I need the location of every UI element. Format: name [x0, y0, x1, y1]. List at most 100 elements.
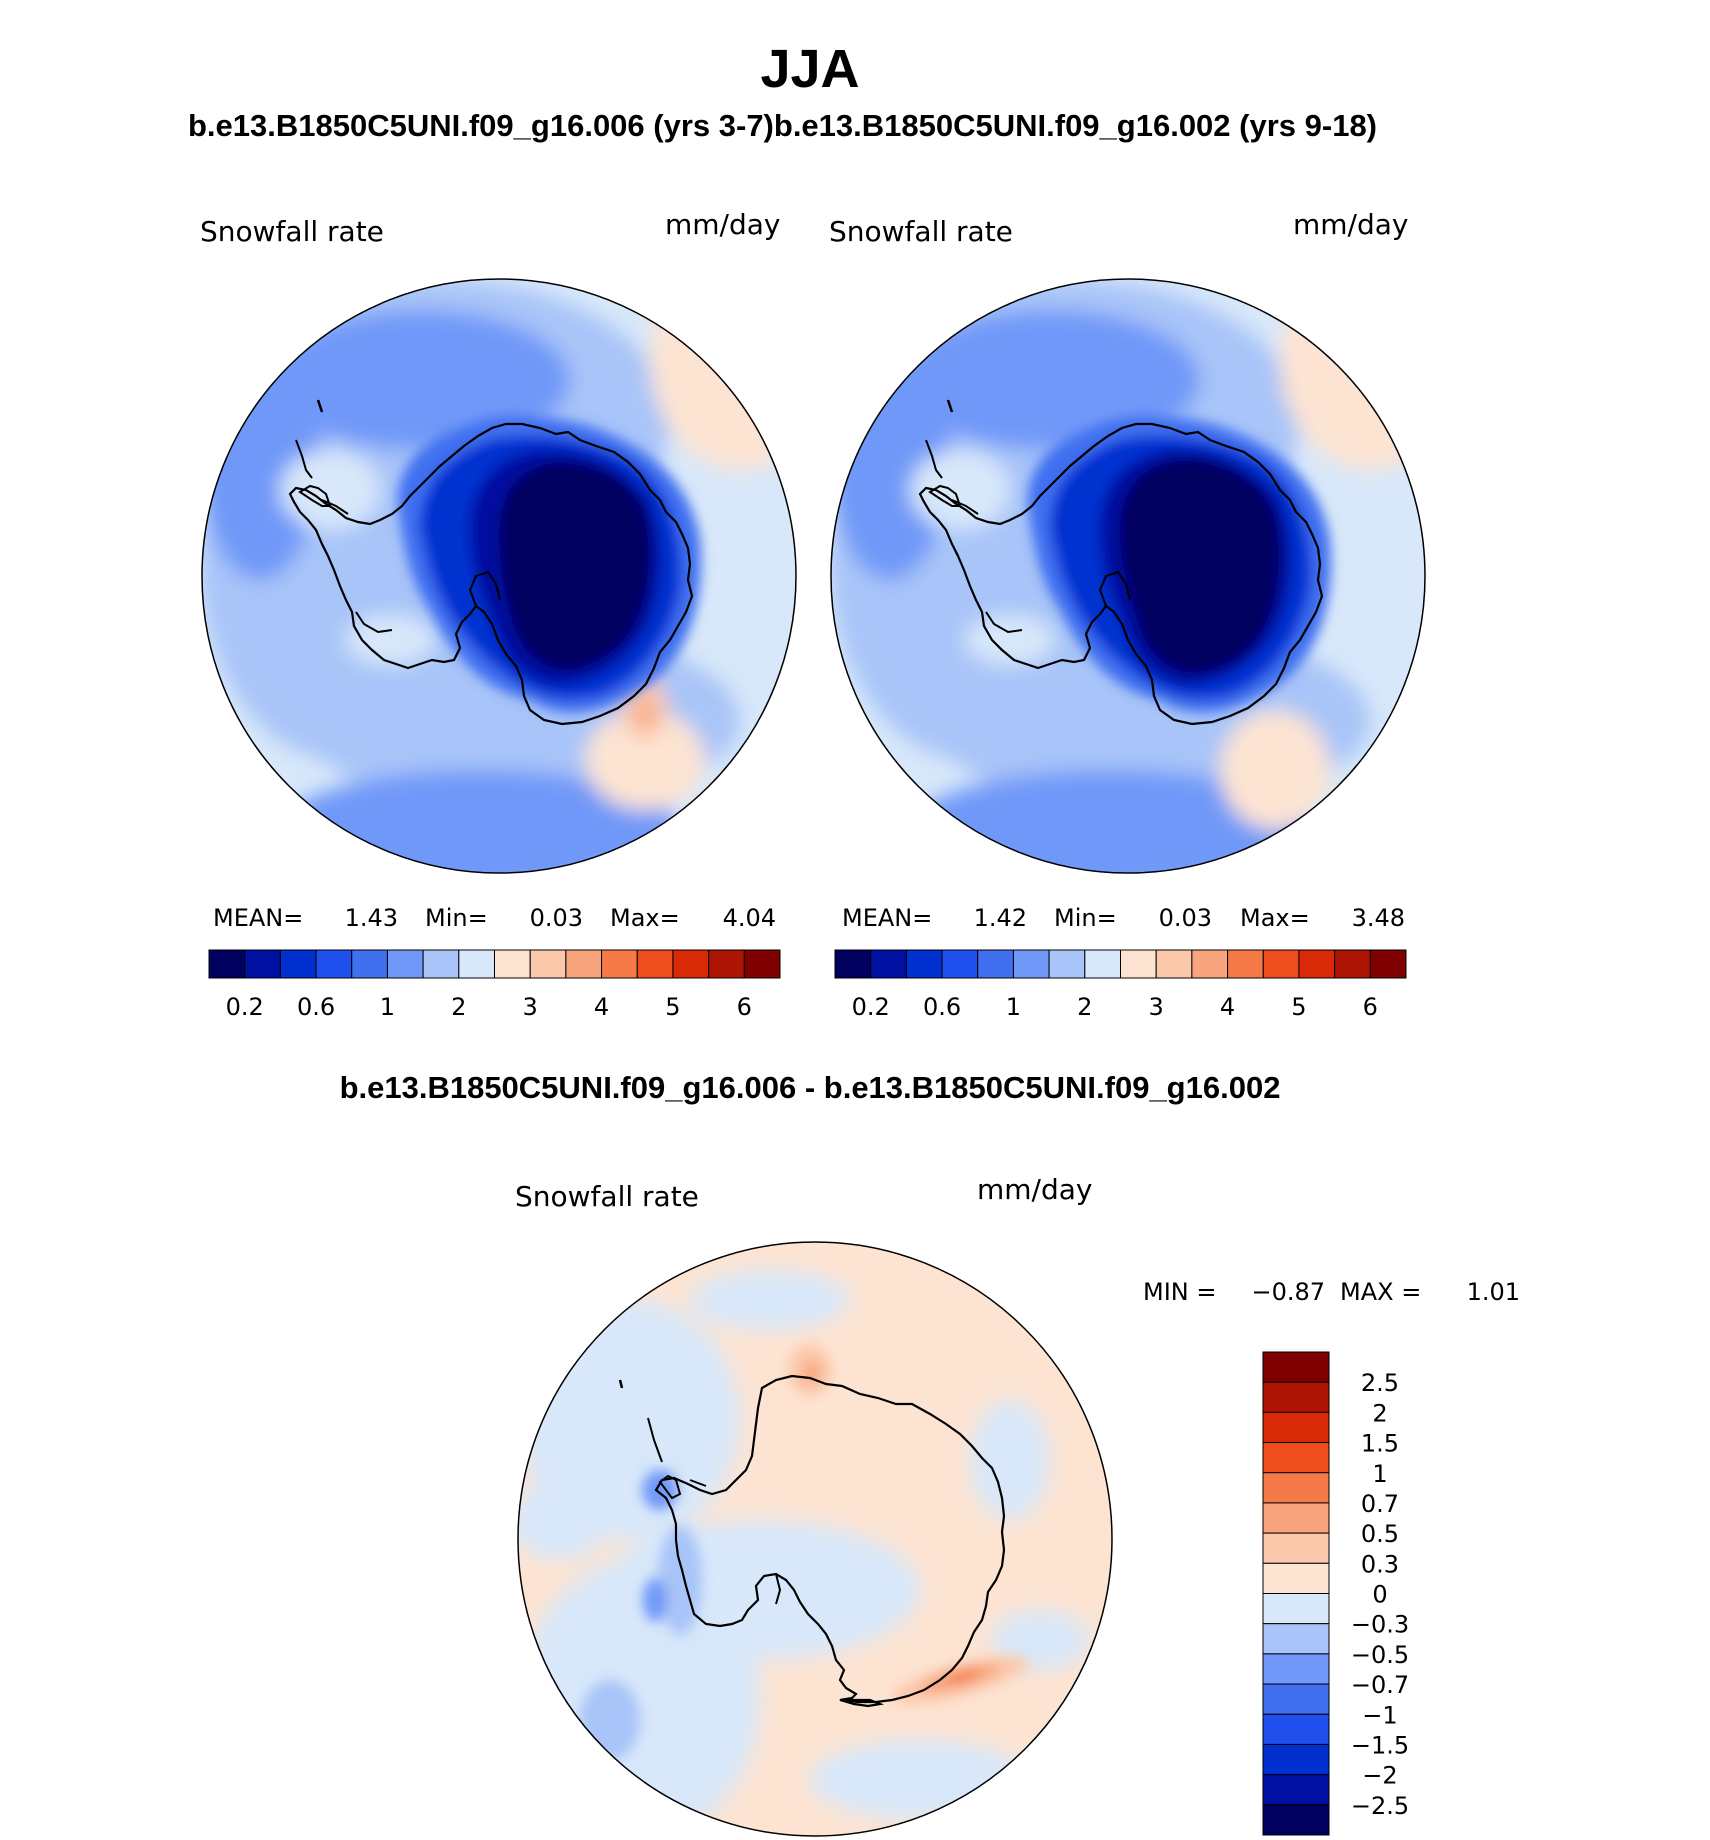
- panel-2-colorbar-swatch: [1334, 949, 1371, 979]
- panel-2-colorbar-swatch: [870, 949, 907, 979]
- panel-2-mean-value: 1.42: [974, 904, 1027, 932]
- panel-2-colorbar-swatch: [1262, 949, 1300, 979]
- panel-2-colorbar-swatch: [1120, 949, 1157, 979]
- panel-1-colorbar-tick-label: 3: [523, 993, 538, 1021]
- panel-1-variable-label: Snowfall rate: [200, 215, 384, 248]
- panel-2-colorbar-swatch: [1298, 949, 1336, 979]
- panel-2-colorbar-swatch: [834, 949, 872, 979]
- map-panel-2: Snowfall rate mm/day: [829, 208, 1426, 1021]
- panel-2-colorbar-tick-label: 2: [1077, 993, 1092, 1021]
- panel-1-colorbar-swatch: [244, 949, 281, 979]
- panel-1-colorbar-swatch: [386, 949, 424, 979]
- diff-colorbar-tick-label: 0.3: [1361, 1550, 1399, 1578]
- panel-2-colorbar: 0.2 0.6 1 2 3 4 5 6: [834, 949, 1407, 1021]
- panel-2-colorbar-swatch: [1369, 949, 1407, 979]
- panel-2-colorbar-swatch: [1227, 949, 1264, 979]
- diff-colorbar-swatch: [1262, 1381, 1330, 1413]
- panel-1-max-value: 4.04: [723, 904, 776, 932]
- difference-panel: Snowfall rate mm/day: [515, 1173, 1520, 1837]
- map-panel-1: Snowfall rate mm/day: [200, 208, 797, 1021]
- diff-field: [518, 1242, 1112, 1836]
- panel-1-min-label: Min=: [425, 904, 488, 932]
- diff-colorbar-tick-label: 0.5: [1361, 1520, 1399, 1548]
- panel-1-colorbar-swatch: [743, 949, 781, 979]
- panel-2-colorbar-tick-label: 3: [1149, 993, 1164, 1021]
- diff-min-value: −0.87: [1251, 1278, 1325, 1306]
- panel-2-colorbar-swatch: [905, 949, 943, 979]
- panel-1-colorbar-swatch: [315, 949, 353, 979]
- panel-2-colorbar-swatch: [1048, 949, 1086, 979]
- panel-1-colorbar-tick-label: 0.2: [226, 993, 264, 1021]
- diff-map-boundary: [517, 1241, 1113, 1837]
- panel-2-colorbar-tick-label: 5: [1291, 993, 1306, 1021]
- diff-colorbar-swatch: [1262, 1623, 1330, 1655]
- panel-1-colorbar-swatch: [601, 949, 638, 979]
- panel-1-colorbar-swatch: [529, 949, 567, 979]
- diff-colorbar-tick-label: −1: [1362, 1701, 1397, 1729]
- panel-2-field: [831, 279, 1425, 873]
- diff-colorbar-swatch: [1262, 1713, 1330, 1745]
- diff-units-label: mm/day: [977, 1173, 1093, 1206]
- diff-colorbar-swatch: [1262, 1502, 1330, 1534]
- diff-colorbar-tick-label: −2: [1362, 1762, 1397, 1790]
- panel-2-max-label: Max=: [1240, 904, 1310, 932]
- panel-1-colorbar-tick-label: 1: [380, 993, 395, 1021]
- diff-colorbar-tick-label: 1: [1372, 1460, 1387, 1488]
- panel-1-colorbar-tick-label: 5: [665, 993, 680, 1021]
- panel-1-colorbar-swatch: [565, 949, 603, 979]
- diff-colorbar-tick-label: −0.7: [1351, 1671, 1409, 1699]
- diff-colorbar-swatch: [1262, 1442, 1330, 1474]
- panel-1-colorbar-tick-label: 2: [451, 993, 466, 1021]
- panel-2-colorbar-swatch: [941, 949, 979, 979]
- diff-colorbar-swatch: [1262, 1351, 1330, 1383]
- panel-1-colorbar-swatch: [208, 949, 246, 979]
- diff-colorbar-swatch: [1262, 1804, 1330, 1836]
- diff-colorbar-swatch: [1262, 1562, 1330, 1594]
- panel-1-colorbar-swatch: [422, 949, 460, 979]
- panel-1-units-label: mm/day: [665, 208, 781, 241]
- panel-1-field: [202, 279, 796, 873]
- diff-colorbar-swatch: [1262, 1774, 1330, 1806]
- diff-variable-label: Snowfall rate: [515, 1180, 699, 1213]
- panel-2-colorbar-tick-label: 1: [1006, 993, 1021, 1021]
- panel-2-colorbar-swatch: [977, 949, 1014, 979]
- diff-colorbar-swatch: [1262, 1653, 1330, 1685]
- panel-1-map-boundary: [201, 278, 797, 874]
- panel-2-min-label: Min=: [1054, 904, 1117, 932]
- diff-colorbar-swatch: [1262, 1532, 1330, 1564]
- panel-2-colorbar-swatch: [1084, 949, 1121, 979]
- panel-1-colorbar: 0.2 0.6 1 2 3 4 5 6: [208, 949, 781, 1021]
- figure-subtitle: b.e13.B1850C5UNI.f09_g16.006 (yrs 3-7)b.…: [188, 108, 1378, 143]
- diff-colorbar: 2.52 1.510.70.50.3 0−0.3−0.5−0.7−1−1.5 −2−2…: [1262, 1351, 1409, 1836]
- panel-1-colorbar-tick-label: 6: [737, 993, 752, 1021]
- panel-1-colorbar-swatch: [672, 949, 710, 979]
- diff-colorbar-tick-label: −0.5: [1351, 1641, 1409, 1669]
- panel-2-colorbar-tick-label: 0.2: [852, 993, 890, 1021]
- panel-2-colorbar-tick-label: 4: [1220, 993, 1235, 1021]
- panel-2-variable-label: Snowfall rate: [829, 215, 1013, 248]
- difference-title: b.e13.B1850C5UNI.f09_g16.006 - b.e13.B18…: [339, 1070, 1281, 1105]
- panel-1-colorbar-tick-label: 0.6: [297, 993, 335, 1021]
- panel-1-colorbar-swatch: [458, 949, 495, 979]
- diff-colorbar-tick-label: 2.5: [1361, 1369, 1399, 1397]
- panel-2-mean-label: MEAN=: [842, 904, 932, 932]
- panel-1-mean-value: 1.43: [345, 904, 398, 932]
- diff-colorbar-swatch: [1262, 1472, 1330, 1504]
- panel-2-colorbar-swatch: [1155, 949, 1193, 979]
- panel-1-mean-label: MEAN=: [213, 904, 303, 932]
- panel-2-units-label: mm/day: [1293, 208, 1409, 241]
- figure-title: JJA: [760, 39, 860, 99]
- diff-min-label: MIN =: [1143, 1278, 1216, 1306]
- diff-colorbar-tick-label: −1.5: [1351, 1731, 1409, 1759]
- panel-2-colorbar-tick-label: 0.6: [923, 993, 961, 1021]
- diff-colorbar-swatch: [1262, 1593, 1330, 1625]
- panel-1-colorbar-swatch: [494, 949, 531, 979]
- diff-colorbar-tick-label: 1.5: [1361, 1430, 1399, 1458]
- panel-2-colorbar-swatch: [1012, 949, 1050, 979]
- panel-1-colorbar-tick-label: 4: [594, 993, 609, 1021]
- diff-colorbar-tick-label: 2: [1372, 1399, 1387, 1427]
- panel-1-colorbar-swatch: [351, 949, 388, 979]
- panel-2-min-value: 0.03: [1159, 904, 1212, 932]
- panel-2-colorbar-tick-label: 6: [1363, 993, 1378, 1021]
